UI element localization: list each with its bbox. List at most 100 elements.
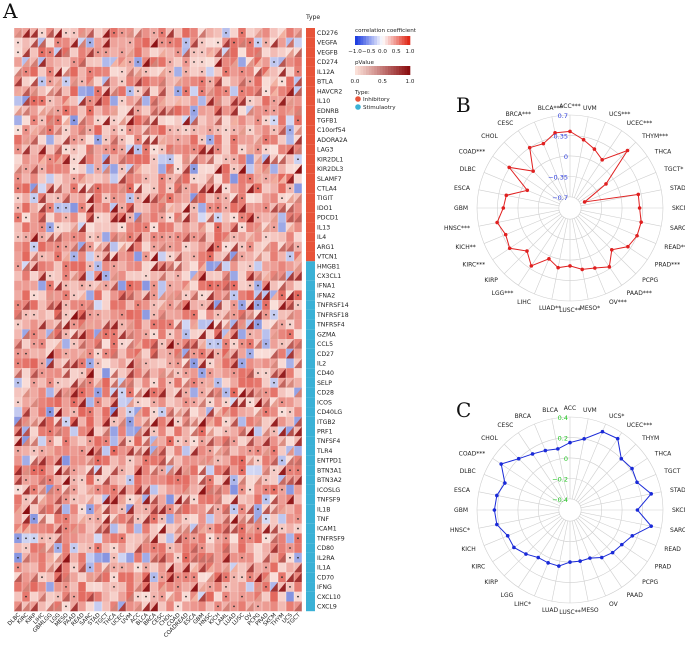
significance-dot (257, 119, 259, 122)
pvalue-triangle (70, 523, 78, 534)
significance-dot (281, 488, 283, 491)
significance-dot (201, 440, 203, 442)
pvalue-triangle (278, 436, 286, 446)
heatmap-cell (294, 329, 302, 340)
heatmap-cell (190, 523, 198, 534)
heatmap-cell (270, 455, 278, 466)
heatmap-cell (126, 154, 134, 165)
heatmap-cell (150, 173, 158, 184)
heatmap-cell (270, 591, 278, 602)
significance-dot (241, 508, 243, 511)
significance-dot (65, 109, 67, 112)
significance-dot (121, 323, 123, 326)
heatmap-cell (278, 144, 286, 155)
heatmap-cell (238, 348, 246, 359)
pvalue-triangle (262, 572, 270, 583)
significance-dot (65, 333, 67, 336)
heatmap-cell (230, 552, 238, 563)
heatmap-cell (94, 222, 102, 233)
significance-dot (33, 381, 35, 384)
pvalue-triangle (294, 47, 302, 58)
pvalue-colorbar-segment (388, 66, 392, 75)
significance-dot (129, 61, 131, 63)
heatmap-cell (118, 407, 126, 417)
heatmap-cell (118, 601, 126, 612)
heatmap-cell (246, 251, 254, 262)
heatmap-cell (22, 202, 30, 213)
heatmap-cell (166, 416, 174, 427)
heatmap-cell (110, 397, 118, 408)
heatmap-cell (102, 368, 110, 378)
heatmap-cell (286, 358, 294, 369)
significance-dot (233, 168, 235, 170)
heatmap-cell (86, 222, 94, 233)
significance-dot (217, 226, 219, 229)
heatmap-cell (94, 533, 102, 544)
heatmap-cell (190, 86, 198, 97)
pvalue-triangle (22, 300, 30, 310)
heatmap-cell (46, 397, 54, 408)
heatmap-cell (286, 348, 294, 359)
pvalue-triangle (22, 387, 30, 398)
pvalue-triangle (142, 368, 150, 378)
pvalue-triangle (270, 552, 278, 563)
significance-dot (65, 304, 67, 306)
pvalue-triangle (46, 445, 54, 456)
pvalue-triangle (54, 154, 62, 165)
significance-dot (41, 362, 43, 365)
pvalue-triangle (222, 465, 230, 476)
radar-tick-label: 0.35 (554, 132, 568, 140)
radar-spoke (518, 519, 565, 588)
pvalue-triangle (70, 222, 78, 233)
pvalue-triangle (62, 47, 70, 58)
heatmap-cell (86, 387, 94, 398)
radar-point (620, 542, 624, 547)
heatmap-cell (230, 261, 238, 271)
heatmap-cell (230, 591, 238, 602)
heatmap-cell (214, 57, 222, 67)
heatmap-cell (190, 514, 198, 524)
heatmap-cell (278, 222, 286, 233)
heatmap-cell (46, 387, 54, 398)
pvalue-triangle (294, 164, 302, 174)
heatmap-cell (158, 426, 166, 437)
significance-dot (225, 595, 227, 598)
pvalue-triangle (86, 484, 94, 495)
pvalue-triangle (158, 134, 166, 145)
heatmap-cell (238, 582, 246, 592)
heatmap-cell (22, 339, 30, 349)
significance-dot (225, 343, 227, 345)
radar-tick-label: −0.7 (552, 194, 568, 202)
heatmap-cell (246, 465, 254, 476)
heatmap-cell (286, 562, 294, 573)
significance-dot (193, 362, 195, 365)
significance-dot (49, 51, 51, 54)
heatmap-cell (70, 47, 78, 58)
heatmap-cell (150, 416, 158, 427)
pvalue-triangle (38, 125, 46, 135)
panel-b-label: B (456, 93, 471, 117)
heatmap-cell (94, 416, 102, 427)
pvalue-colorbar-segment (393, 66, 397, 75)
heatmap-cell (54, 494, 62, 505)
heatmap-cell (262, 212, 270, 223)
heatmap-cell (246, 271, 254, 281)
significance-dot (73, 148, 75, 151)
pvalue-triangle (134, 465, 142, 476)
radar-category-label: PCPG (642, 277, 658, 284)
pvalue-triangle (78, 96, 86, 106)
heatmap-cell (182, 455, 190, 466)
pvalue-triangle (206, 144, 214, 155)
heatmap-cell (118, 543, 126, 553)
heatmap-cell (102, 202, 110, 213)
heatmap-cell (94, 193, 102, 203)
pvalue-triangle (94, 572, 102, 583)
pvalue-triangle (278, 28, 286, 38)
gene-label: TNF (316, 516, 329, 523)
significance-dot (233, 158, 235, 161)
pvalue-triangle (78, 397, 86, 408)
corr-colorbar-segment (388, 36, 392, 45)
pvalue-triangle (142, 436, 150, 446)
heatmap-cell (246, 407, 254, 417)
heatmap-cell (38, 416, 46, 427)
